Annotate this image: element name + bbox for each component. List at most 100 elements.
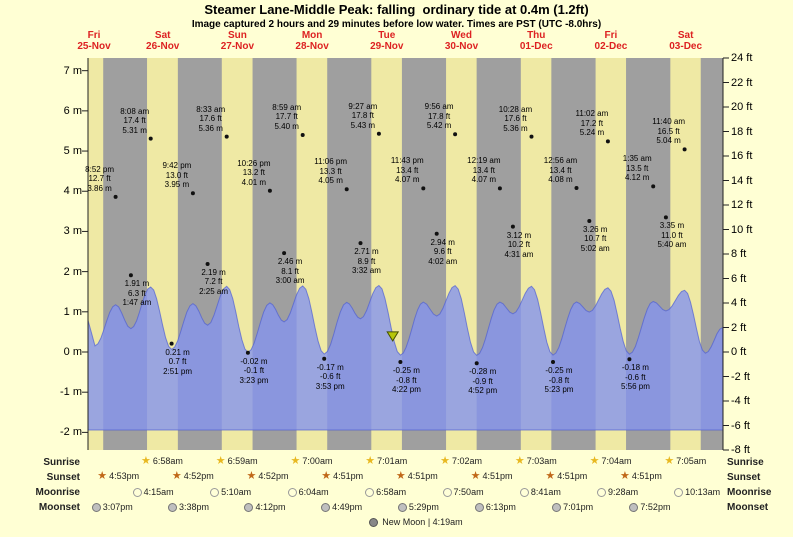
tide-annotation-line: 5.42 m — [426, 121, 452, 131]
tide-annotation-line: 1:35 am — [622, 154, 652, 164]
tide-annotation-line: 10.7 ft — [584, 234, 607, 244]
sunrise-marker: ★ 7:05am — [664, 456, 706, 467]
day-header: Thu 01-Dec — [506, 30, 566, 52]
tide-annotation: 1.91 m 6.3 ft 1:47 am — [109, 279, 165, 308]
y-axis-label-ft: 4 ft — [731, 297, 747, 309]
sunrise-icon: ★ — [664, 455, 675, 467]
sunset-label-left: Sunset — [46, 472, 80, 483]
tide-annotation: 11:02 am 17.2 ft 5.24 m — [564, 109, 620, 138]
y-axis-label-ft: 22 ft — [731, 76, 753, 89]
y-axis-label-ft: 0 ft — [731, 346, 747, 358]
tide-annotation-line: -0.28 m — [469, 367, 497, 377]
sunrise-icon: ★ — [440, 455, 450, 467]
sunrise-icon: ★ — [514, 455, 525, 467]
tide-event-dot — [224, 134, 229, 139]
day-name: Sun — [227, 30, 247, 41]
tide-annotation-line: 4.08 m — [548, 175, 573, 185]
tide-annotation-line: -0.02 m — [240, 356, 268, 366]
moonrise-marker: 9:28am — [597, 487, 638, 498]
tide-annotation-line: 4:52 pm — [468, 386, 498, 396]
moonrise-label-right: Moonrise — [727, 487, 772, 498]
moonrise-time: 6:58am — [376, 487, 407, 497]
sunset-marker: ★ 4:51pm — [471, 471, 513, 482]
day-name: Sat — [677, 30, 694, 41]
tide-annotation: 3.26 m 10.7 ft 5:02 am — [567, 225, 623, 254]
tide-annotation-line: 3:32 am — [352, 266, 381, 276]
moonset-icon — [474, 503, 484, 512]
tide-annotation-line: 1:47 am — [122, 298, 152, 308]
tide-annotation: 0.21 m 0.7 ft 2:51 pm — [150, 348, 206, 377]
tide-annotation-line: 9:56 am — [424, 102, 454, 112]
tide-event-dot — [510, 224, 515, 229]
moonrise-time: 6:04am — [298, 487, 329, 497]
y-axis-label-m: 6 m — [63, 104, 82, 117]
moonset-icon — [321, 503, 331, 512]
sunrise-icon: ★ — [290, 455, 301, 467]
tide-annotation-line: 11:06 pm — [314, 157, 348, 167]
moonrise-time: 4:15am — [143, 487, 174, 497]
tide-annotation-line: -0.6 ft — [319, 372, 341, 382]
tide-annotation-line: 5.36 m — [503, 123, 528, 133]
sunrise-time: 6:58am — [152, 456, 183, 466]
y-axis-label-ft: 10 ft — [731, 223, 753, 236]
moonset-marker: 5:29pm — [397, 502, 439, 513]
tide-annotation-line: -0.9 ft — [472, 376, 493, 386]
sunrise-time: 7:01am — [377, 456, 408, 466]
moonset-icon — [552, 503, 562, 512]
tide-annotation-line: 12:19 am — [467, 156, 501, 166]
moonset-marker: 7:52pm — [629, 502, 670, 513]
tide-annotation: -0.18 m -0.6 ft 5:56 pm — [607, 363, 663, 392]
tide-event-dot — [627, 357, 632, 362]
tide-event-dot — [682, 147, 687, 152]
tide-event-dot — [453, 132, 458, 137]
sunset-icon: ★ — [545, 470, 556, 482]
day-header: Tue 29-Nov — [357, 30, 417, 52]
moonrise-marker: 6:04am — [287, 487, 329, 498]
moonrise-icon — [674, 488, 684, 497]
moonrise-time: 8:41am — [530, 487, 561, 497]
tide-annotation: -0.17 m -0.6 ft 3:53 pm — [302, 363, 358, 392]
tide-annotation-line: -0.6 ft — [625, 372, 646, 382]
y-axis-label-ft: 12 ft — [731, 199, 753, 211]
tide-annotation-line: 8:33 am — [196, 104, 226, 114]
tide-annotation-line: 5.04 m — [656, 136, 681, 146]
tide-annotation: 8:08 am 17.4 ft 5.31 m — [107, 107, 163, 136]
day-date: 29-Nov — [370, 41, 404, 52]
moonset-time: 3:07pm — [102, 502, 133, 512]
tide-annotation: 9:42 pm 13.0 ft 3.95 m — [149, 161, 205, 190]
tide-annotation: 10:28 am 17.6 ft 5.36 m — [487, 105, 543, 134]
tide-annotation-line: 4.07 m — [471, 175, 497, 185]
moonset-icon — [91, 503, 101, 512]
sunrise-icon: ★ — [141, 455, 151, 467]
tide-annotation-line: 13.5 ft — [626, 163, 649, 173]
tide-annotation-line: 11:40 am — [652, 117, 685, 127]
sunset-time: 4:51pm — [631, 471, 662, 481]
moonrise-marker: 6:58am — [365, 487, 406, 498]
y-axis-label-m: 4 m — [63, 185, 82, 198]
sunrise-marker: ★ 6:58am — [141, 456, 183, 467]
tide-annotation-line: 17.6 ft — [199, 114, 222, 124]
day-header: Mon 28-Nov — [282, 30, 342, 52]
chart-title: Steamer Lane-Middle Peak: falling ordina… — [204, 2, 589, 17]
day-date: 02-Dec — [594, 41, 628, 52]
day-date: 03-Dec — [669, 41, 703, 52]
moonset-time: 4:12pm — [255, 502, 286, 512]
tide-event-dot — [663, 215, 668, 220]
moonset-icon — [168, 503, 177, 512]
moonset-marker: 6:13pm — [474, 502, 516, 513]
tide-annotation: 2.46 m 8.1 ft 3:00 am — [262, 257, 318, 286]
tide-event-dot — [190, 191, 195, 196]
sunrise-marker: ★ 6:59am — [216, 456, 258, 467]
day-name: Mon — [301, 30, 323, 41]
sunset-icon: ★ — [321, 470, 332, 482]
tide-annotation-line: 2.46 m — [277, 257, 303, 267]
y-axis-label-ft: 6 ft — [731, 272, 747, 285]
moonset-marker: 4:12pm — [244, 502, 286, 513]
tide-annotation-line: 5.24 m — [579, 128, 605, 138]
moonset-icon — [629, 503, 639, 512]
tide-annotation-line: 13.4 ft — [396, 165, 419, 175]
sunset-marker: ★ 4:53pm — [97, 471, 139, 482]
moonset-time: 7:01pm — [563, 502, 594, 512]
tide-annotation-line: 13.3 ft — [319, 166, 342, 176]
tide-event-dot — [113, 194, 118, 199]
